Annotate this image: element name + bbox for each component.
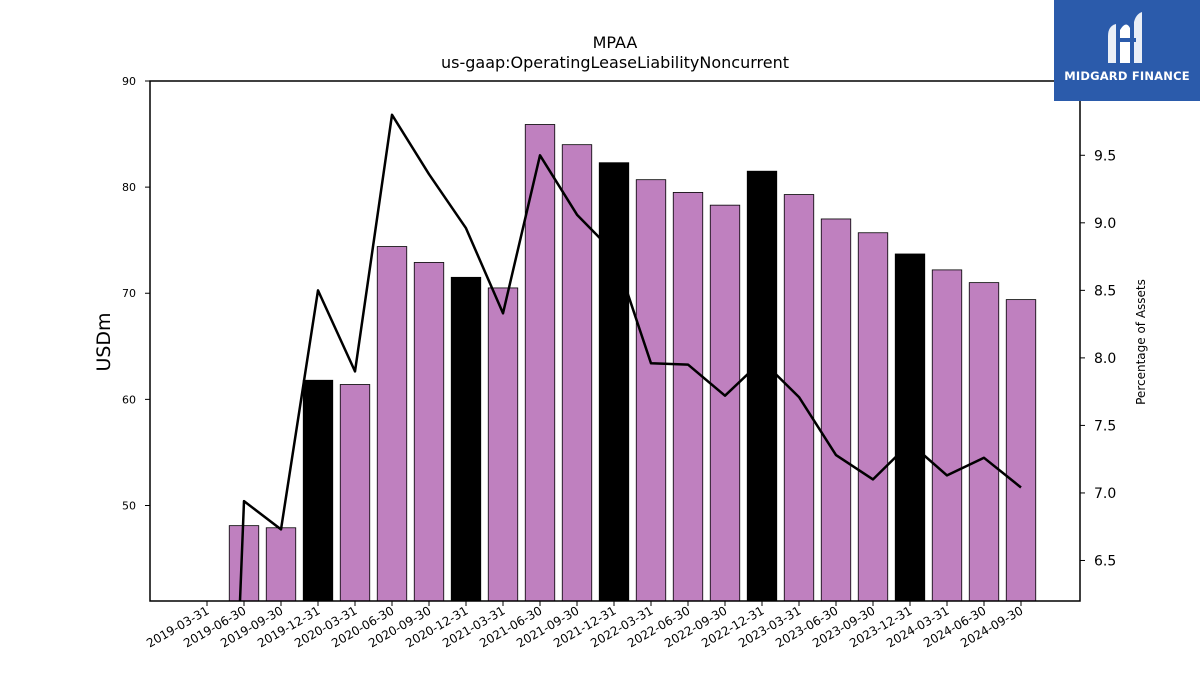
y2-tick-label: 8.5 (1094, 283, 1116, 299)
bar-2020-12-31 (450, 276, 482, 602)
bar-2019-06-30 (228, 525, 260, 602)
bar-2023-06-30 (820, 218, 852, 602)
y2-tick-label: 9.0 (1094, 216, 1116, 232)
y-tick-label: 50 (122, 499, 136, 512)
bar-2022-09-30 (709, 204, 741, 602)
y-axis-ticks: 50 60 70 80 90 (122, 75, 150, 512)
bar-2020-09-30 (413, 262, 445, 602)
y-tick-label: 60 (122, 393, 136, 406)
bar-2022-06-30 (672, 192, 704, 602)
bar-2022-12-31 (746, 170, 778, 602)
logo-text: MIDGARD FINANCE (1064, 69, 1190, 83)
y2-axis-ticks: 6.5 7.0 7.5 8.0 8.5 9.0 9.5 (1080, 148, 1116, 569)
bar-2021-12-31 (598, 162, 630, 602)
bar-2019-09-30 (265, 527, 297, 602)
bar-2020-03-31 (339, 384, 371, 602)
bar-2019-12-31 (302, 379, 334, 602)
bar-2022-03-31 (635, 179, 667, 602)
x-axis-ticks: 2019-03-312019-06-302019-09-302019-12-31… (144, 601, 1026, 650)
chart-title: MPAA (593, 33, 638, 52)
percentage-line (238, 113, 1022, 602)
y2-tick-label: 6.5 (1094, 553, 1116, 569)
bar-2023-09-30 (857, 232, 889, 602)
bar-2021-03-31 (487, 287, 519, 602)
bar-2023-12-31 (894, 253, 926, 602)
bar-2024-03-31 (931, 269, 963, 602)
y2-tick-label: 7.0 (1094, 486, 1116, 502)
bar-2024-09-30 (1005, 299, 1037, 602)
y-tick-label: 80 (122, 181, 136, 194)
plot-frame (149, 80, 1081, 602)
bar-2020-06-30 (376, 246, 408, 602)
y-tick-label: 90 (122, 75, 136, 88)
bar-2024-06-30 (968, 282, 1000, 602)
midgard-finance-logo: MIDGARD FINANCE (1054, 0, 1200, 101)
y-axis-label: USDm (93, 312, 115, 371)
y2-tick-label: 8.0 (1094, 351, 1116, 367)
y2-axis-label: Percentage of Assets (1134, 279, 1148, 405)
bar-series (228, 124, 1037, 602)
y2-tick-label: 7.5 (1094, 418, 1116, 434)
y2-tick-label: 9.5 (1094, 148, 1116, 164)
y-tick-label: 70 (122, 287, 136, 300)
bar-2021-09-30 (561, 144, 593, 602)
chart-subtitle: us-gaap:OperatingLeaseLiabilityNoncurren… (441, 53, 789, 72)
midgard-m-icon (1108, 12, 1142, 64)
